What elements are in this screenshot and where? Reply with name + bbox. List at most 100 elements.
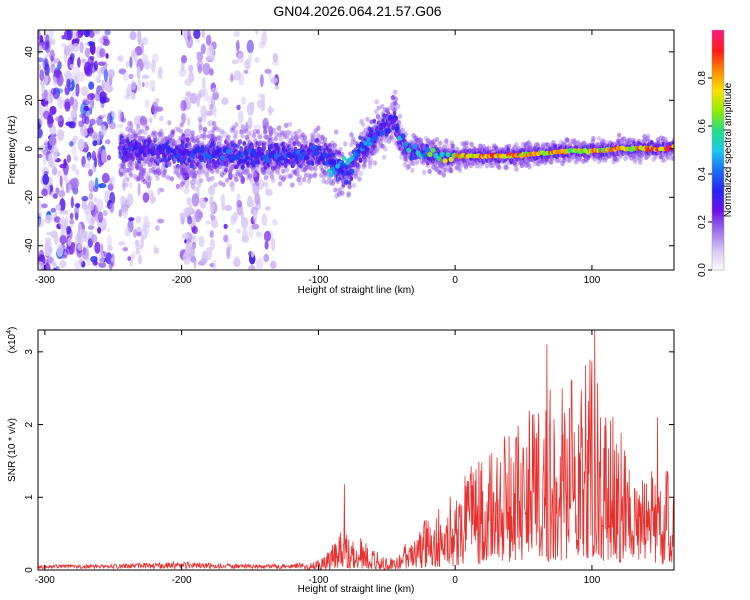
spectrogram-cell [541,141,546,148]
spectrogram-cell [180,55,188,64]
spectrogram-cell [223,223,228,230]
spectrogram-cell [351,182,357,188]
spectrogram-cell [514,166,519,172]
spectrogram-cell [241,235,250,243]
spectrogram-cell [333,129,339,135]
spectrogram-cell [295,169,301,175]
spectrogram-cell [70,31,79,40]
spectrogram-cell [185,133,190,139]
spectrogram-cell [129,181,133,189]
spectrogram-cell [55,116,63,122]
spectrogram-cell [142,222,147,231]
spectrogram-cell [354,171,359,177]
spectrogram-cell [169,176,174,182]
spectrogram-cell [101,172,110,184]
spectrogram-cell [261,32,267,46]
spectrogram-cell [91,38,97,42]
spectrogram-cell [94,156,98,168]
spectrogram-cell [361,122,366,128]
spectrogram-cell [110,257,116,263]
spectrogram-cell [141,37,149,46]
spectrogram-cell [181,112,186,124]
spectrogram-cell [200,140,205,146]
spectrogram-cell [101,149,107,164]
spectrogram-cell [332,142,338,148]
spectrogram-cell [135,215,142,224]
spectrogram-cell [197,169,202,175]
spectrogram-cell [290,182,295,188]
spectrogram-cell [131,129,136,135]
spectrogram-cell [402,161,408,167]
spectrogram-cell [45,40,51,54]
spectrogram-cell [198,165,203,171]
spectrogram-cell [79,228,86,236]
spectrogram-cell [308,173,314,179]
spectrogram-cell [144,99,150,109]
spectrogram-cell [278,136,283,142]
spectrogram-cell [185,244,191,256]
spectrogram-cell [208,44,214,52]
spectrogram-cell [557,157,562,163]
spectrogram-cell [255,129,261,135]
spectrogram-cell [276,170,281,176]
spectrogram-cell [383,146,388,152]
spectrogram-cell [205,220,211,225]
spectrogram-cell [348,151,353,157]
spectrogram-cell [41,203,48,209]
spectrogram-cell [264,241,269,250]
spectrogram-cell [255,181,260,187]
spectrogram-cell [59,216,67,229]
spectrogram-cell [272,52,279,63]
spectrogram-cell [284,133,290,139]
spectrogram-cell [264,121,269,127]
spectrogram-cell [245,58,251,70]
spectrogram-cell [210,202,215,213]
spectrogram-cell [284,167,290,173]
spectrogram-cell [506,143,512,149]
spectrogram-cell [225,177,230,183]
spectrogram-cell [373,109,379,115]
spectrogram-cell [70,196,74,209]
spectrogram-cell [126,89,130,97]
spectrogram-cell [167,120,172,126]
spectrogram-cell [39,69,45,82]
spectrogram-cell [143,119,148,125]
spectrogram-cell [287,121,293,127]
spectrogram-cell [245,136,250,142]
spectrogram-cell [170,129,176,135]
spectrogram-cell [190,183,195,189]
spectrogram-cell [191,193,200,207]
spectrogram-cell [45,258,49,266]
spectrogram-cell [263,253,270,263]
spectrogram-cell [82,246,87,256]
spectrogram-cell [204,172,209,178]
spectrogram-cell [97,69,102,79]
spectrogram-cell [349,176,354,182]
spectrogram-cell [131,156,135,162]
spectrogram-cell [128,217,135,222]
spectrogram-cell [38,127,43,139]
spectrogram-cell [84,42,90,47]
spectrogram-cell [81,195,89,202]
spectrogram-cell [38,63,42,72]
spectrogram-cell [99,243,104,255]
spectrogram-cell [68,121,76,129]
spectrogram-cell [203,87,209,102]
spectrogram-cell [157,66,163,80]
spectrogram-cell [86,156,91,164]
spectrogram-cell [88,180,95,193]
spectrogram-cell [148,117,153,123]
spectrogram-cell [427,168,432,174]
spectrogram-cell [233,31,241,38]
spectrogram-cell [247,131,252,137]
spectrogram-cell [48,255,53,265]
spectrogram-cell [230,73,234,83]
spectrogram-cell [230,214,236,225]
spectrogram-cell [96,116,103,127]
spectrogram-cell [159,131,165,138]
spectrogram-cell [135,248,140,255]
spectrogram-cell [66,78,71,89]
spectrogram-marks [38,30,674,270]
spectrogram-cell [143,215,149,223]
spectrogram-cell [346,191,352,197]
